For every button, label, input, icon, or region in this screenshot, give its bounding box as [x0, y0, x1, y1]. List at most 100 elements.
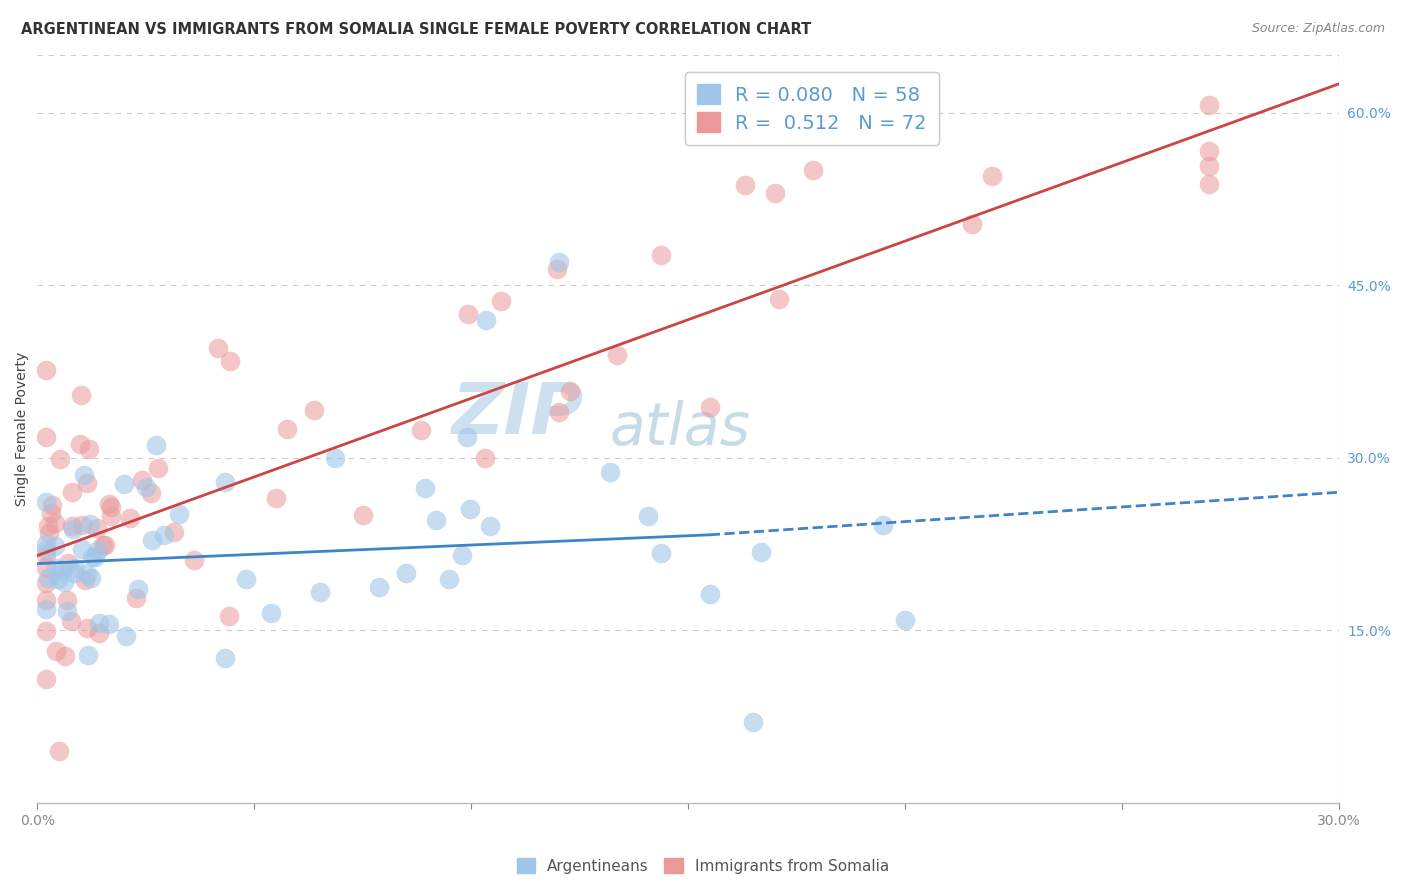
- Point: [84, 549, 107, 564]
- Point: [699, 400, 721, 414]
- Point: [145, 438, 167, 452]
- Point: [139, 486, 162, 500]
- Point: [35, 673, 58, 687]
- Point: [80, 550, 103, 565]
- Point: [44, 539, 66, 553]
- Point: [120, 511, 142, 525]
- Point: [218, 608, 240, 623]
- Point: [124, 591, 146, 606]
- Point: [41, 498, 63, 512]
- Point: [235, 572, 257, 586]
- Point: [818, 98, 841, 112]
- Point: [48, 743, 70, 757]
- Point: [39, 507, 62, 521]
- Point: [63, 560, 86, 574]
- Text: Source: ZipAtlas.com: Source: ZipAtlas.com: [1251, 22, 1385, 36]
- Point: [52, 575, 75, 590]
- Point: [60, 614, 83, 628]
- Point: [1198, 159, 1220, 173]
- Point: [76, 621, 98, 635]
- Point: [801, 162, 824, 177]
- Point: [35, 494, 58, 508]
- Point: [60, 519, 83, 533]
- Point: [69, 388, 91, 402]
- Point: [76, 475, 98, 490]
- Legend: R = 0.080   N = 58, R =  0.512   N = 72: R = 0.080 N = 58, R = 0.512 N = 72: [685, 72, 939, 145]
- Point: [38, 525, 60, 540]
- Point: [474, 450, 496, 465]
- Point: [734, 115, 756, 129]
- Point: [35, 429, 58, 443]
- Point: [115, 629, 138, 643]
- Point: [409, 423, 432, 437]
- Point: [70, 518, 93, 533]
- Point: [93, 539, 115, 553]
- Point: [153, 528, 176, 542]
- Point: [768, 293, 790, 307]
- Point: [37, 519, 59, 533]
- Point: [56, 556, 79, 570]
- Point: [131, 473, 153, 487]
- Point: [547, 255, 569, 269]
- Point: [49, 451, 72, 466]
- Text: atlas: atlas: [610, 401, 751, 458]
- Point: [35, 548, 58, 562]
- Point: [751, 545, 773, 559]
- Point: [1198, 177, 1220, 191]
- Point: [1198, 144, 1220, 158]
- Point: [135, 480, 157, 494]
- Point: [46, 572, 69, 586]
- Point: [86, 520, 108, 534]
- Point: [35, 536, 58, 550]
- Point: [457, 307, 479, 321]
- Point: [960, 217, 983, 231]
- Point: [413, 481, 436, 495]
- Point: [44, 516, 66, 530]
- Point: [734, 178, 756, 193]
- Point: [77, 648, 100, 662]
- Point: [456, 430, 478, 444]
- Point: [637, 508, 659, 523]
- Point: [699, 587, 721, 601]
- Point: [169, 508, 191, 522]
- Point: [73, 467, 96, 482]
- Point: [45, 644, 67, 658]
- Point: [89, 616, 111, 631]
- Point: [69, 436, 91, 450]
- Point: [72, 541, 94, 556]
- Point: [260, 606, 283, 620]
- Point: [79, 442, 101, 457]
- Point: [76, 566, 98, 581]
- Point: [1198, 98, 1220, 112]
- Y-axis label: Single Female Poverty: Single Female Poverty: [15, 351, 30, 506]
- Point: [489, 293, 512, 308]
- Point: [183, 553, 205, 567]
- Point: [325, 451, 347, 466]
- Point: [163, 525, 186, 540]
- Point: [35, 543, 58, 558]
- Point: [599, 465, 621, 479]
- Point: [650, 546, 672, 560]
- Point: [980, 169, 1002, 183]
- Point: [214, 651, 236, 665]
- Point: [37, 571, 59, 585]
- Point: [395, 566, 418, 581]
- Point: [127, 582, 149, 596]
- Point: [62, 566, 84, 580]
- Point: [475, 312, 498, 326]
- Point: [35, 602, 58, 616]
- Point: [100, 509, 122, 524]
- Point: [80, 571, 103, 585]
- Point: [894, 613, 917, 627]
- Point: [450, 548, 472, 562]
- Point: [146, 460, 169, 475]
- Point: [94, 538, 117, 552]
- Point: [742, 715, 765, 730]
- Point: [214, 475, 236, 489]
- Point: [141, 533, 163, 547]
- Point: [276, 422, 298, 436]
- Point: [98, 616, 121, 631]
- Point: [606, 347, 628, 361]
- Point: [55, 592, 77, 607]
- Point: [86, 543, 108, 558]
